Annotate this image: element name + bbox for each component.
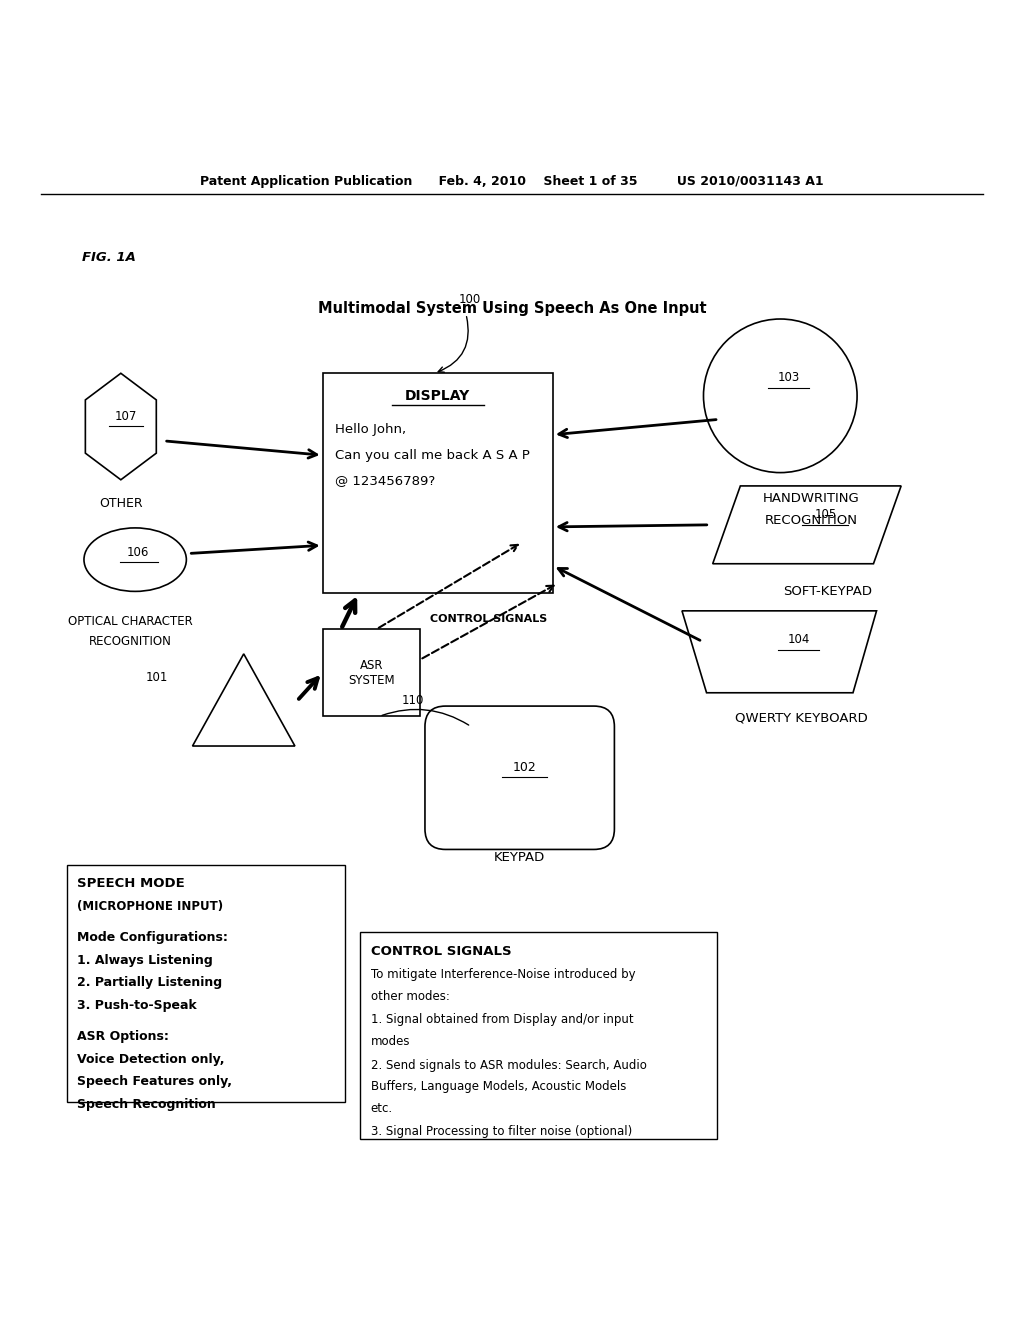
Text: (MICROPHONE INPUT): (MICROPHONE INPUT) — [77, 900, 223, 912]
Text: other modes:: other modes: — [371, 990, 450, 1003]
Text: 107: 107 — [115, 409, 137, 422]
Text: Multimodal System Using Speech As One Input: Multimodal System Using Speech As One In… — [317, 301, 707, 317]
Text: SOFT-KEYPAD: SOFT-KEYPAD — [783, 585, 871, 598]
Text: 104: 104 — [787, 634, 810, 645]
Text: 105: 105 — [814, 508, 837, 521]
Text: 3. Signal Processing to filter noise (optional): 3. Signal Processing to filter noise (op… — [371, 1126, 632, 1138]
Text: 106: 106 — [127, 546, 150, 558]
Text: Speech Features only,: Speech Features only, — [77, 1076, 231, 1088]
Text: CONTROL SIGNALS: CONTROL SIGNALS — [430, 614, 548, 624]
Text: 103: 103 — [777, 371, 800, 384]
Text: 1. Always Listening: 1. Always Listening — [77, 953, 213, 966]
Text: 2. Partially Listening: 2. Partially Listening — [77, 977, 222, 989]
Text: Can you call me back A S A P: Can you call me back A S A P — [335, 449, 529, 462]
Text: @ 123456789?: @ 123456789? — [335, 474, 435, 487]
Text: 3. Push-to-Speak: 3. Push-to-Speak — [77, 999, 197, 1011]
Polygon shape — [193, 653, 295, 746]
Text: 100: 100 — [459, 293, 481, 306]
Text: 110: 110 — [401, 694, 424, 708]
Circle shape — [703, 319, 857, 473]
Text: Mode Configurations:: Mode Configurations: — [77, 931, 227, 944]
Text: KEYPAD: KEYPAD — [494, 851, 546, 865]
Text: ASR
SYSTEM: ASR SYSTEM — [348, 659, 394, 686]
Text: Speech Recognition: Speech Recognition — [77, 1098, 215, 1111]
Polygon shape — [713, 486, 901, 564]
Text: CONTROL SIGNALS: CONTROL SIGNALS — [371, 945, 511, 958]
FancyBboxPatch shape — [323, 374, 553, 594]
Text: Hello John,: Hello John, — [335, 424, 406, 436]
Text: Voice Detection only,: Voice Detection only, — [77, 1053, 224, 1065]
Text: RECOGNITION: RECOGNITION — [765, 515, 857, 527]
Text: ASR Options:: ASR Options: — [77, 1031, 169, 1043]
Text: 2. Send signals to ASR modules: Search, Audio: 2. Send signals to ASR modules: Search, … — [371, 1059, 646, 1072]
Text: 1. Signal obtained from Display and/or input: 1. Signal obtained from Display and/or i… — [371, 1014, 633, 1027]
FancyBboxPatch shape — [323, 630, 420, 717]
Text: To mitigate Interference-Noise introduced by: To mitigate Interference-Noise introduce… — [371, 969, 635, 981]
Text: DISPLAY: DISPLAY — [406, 389, 470, 403]
Text: 101: 101 — [145, 671, 168, 684]
Ellipse shape — [84, 528, 186, 591]
Text: modes: modes — [371, 1035, 411, 1048]
Text: etc.: etc. — [371, 1102, 393, 1114]
Text: FIG. 1A: FIG. 1A — [82, 251, 136, 264]
Text: QWERTY KEYBOARD: QWERTY KEYBOARD — [735, 711, 868, 725]
Polygon shape — [682, 611, 877, 693]
Text: OTHER: OTHER — [99, 496, 142, 510]
FancyBboxPatch shape — [425, 706, 614, 850]
Text: RECOGNITION: RECOGNITION — [89, 635, 171, 648]
Text: OPTICAL CHARACTER: OPTICAL CHARACTER — [68, 615, 193, 627]
Text: SPEECH MODE: SPEECH MODE — [77, 876, 184, 890]
Polygon shape — [85, 374, 157, 479]
FancyBboxPatch shape — [360, 932, 717, 1139]
Text: 102: 102 — [513, 762, 537, 774]
FancyBboxPatch shape — [67, 865, 345, 1102]
Text: Buffers, Language Models, Acoustic Models: Buffers, Language Models, Acoustic Model… — [371, 1080, 626, 1093]
Text: Patent Application Publication      Feb. 4, 2010    Sheet 1 of 35         US 201: Patent Application Publication Feb. 4, 2… — [200, 176, 824, 189]
Text: HANDWRITING: HANDWRITING — [763, 492, 859, 504]
